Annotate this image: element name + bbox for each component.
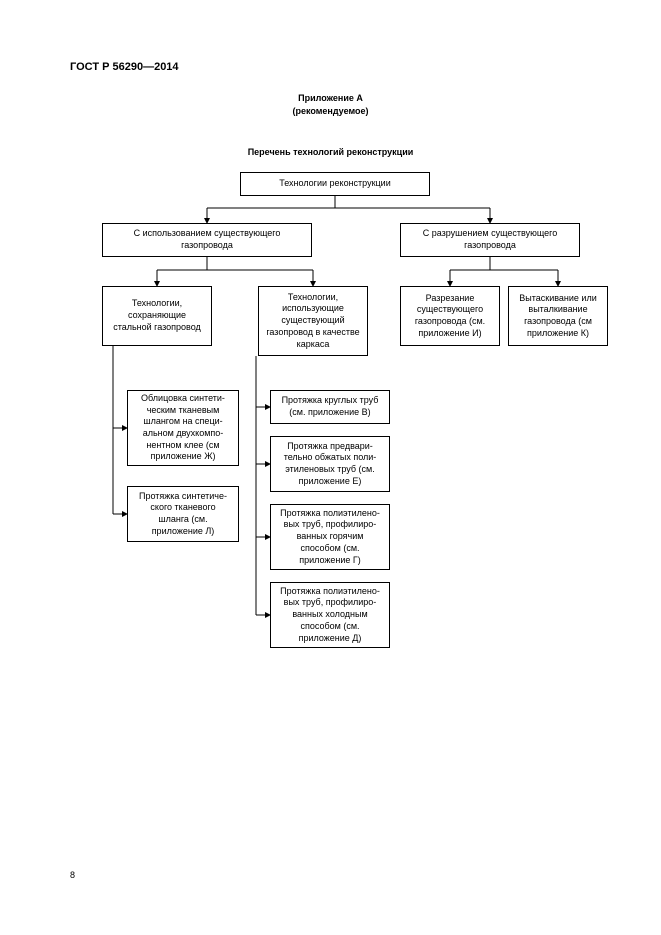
node-use-as-frame: Технологии, использующие существующий га… (258, 286, 368, 356)
node-cutting: Разрезание существующего газопровода (см… (400, 286, 500, 346)
node-use-existing-label: С использованием существующего газопрово… (109, 228, 305, 251)
node-preserve-steel: Технологии, сохраняющие стальной газопро… (102, 286, 212, 346)
leaf-cold-profiled-label: Протяжка полиэтилено- вых труб, профилир… (277, 586, 383, 644)
leaf-lining: Облицовка синтети- ческим тканевым шланг… (127, 390, 239, 466)
leaf-round-pipes-label: Протяжка круглых труб (см. приложение В) (277, 395, 383, 418)
node-pulling-out: Вытаскивание или выталкивание газопровод… (508, 286, 608, 346)
page: ГОСТ Р 56290—2014 Приложение А (рекоменд… (0, 0, 661, 935)
leaf-synth-sleeve: Протяжка синтетиче- ского тканевого шлан… (127, 486, 239, 542)
node-use-existing: С использованием существующего газопрово… (102, 223, 312, 257)
page-number: 8 (70, 870, 75, 882)
node-pulling-out-label: Вытаскивание или выталкивание газопровод… (515, 293, 601, 340)
leaf-round-pipes: Протяжка круглых труб (см. приложение В) (270, 390, 390, 424)
leaf-lining-label: Облицовка синтети- ческим тканевым шланг… (134, 393, 232, 463)
node-destroy-existing-label: С разрушением существующего газопровода (407, 228, 573, 251)
node-cutting-label: Разрезание существующего газопровода (см… (407, 293, 493, 340)
node-use-as-frame-label: Технологии, использующие существующий га… (265, 292, 361, 350)
node-root-label: Технологии реконструкции (279, 178, 390, 190)
leaf-synth-sleeve-label: Протяжка синтетиче- ского тканевого шлан… (134, 491, 232, 538)
appendix-title: Приложение А (0, 93, 661, 105)
diagram-title: Перечень технологий реконструкции (0, 147, 661, 159)
doc-header: ГОСТ Р 56290—2014 (70, 60, 179, 74)
leaf-precomp-pipes-label: Протяжка предвари- тельно обжатых поли- … (277, 441, 383, 488)
leaf-precomp-pipes: Протяжка предвари- тельно обжатых поли- … (270, 436, 390, 492)
leaf-cold-profiled: Протяжка полиэтилено- вых труб, профилир… (270, 582, 390, 648)
node-destroy-existing: С разрушением существующего газопровода (400, 223, 580, 257)
appendix-subtitle: (рекомендуемое) (0, 106, 661, 118)
node-preserve-steel-label: Технологии, сохраняющие стальной газопро… (109, 298, 205, 333)
leaf-hot-profiled-label: Протяжка полиэтилено- вых труб, профилир… (277, 508, 383, 566)
node-root: Технологии реконструкции (240, 172, 430, 196)
leaf-hot-profiled: Протяжка полиэтилено- вых труб, профилир… (270, 504, 390, 570)
